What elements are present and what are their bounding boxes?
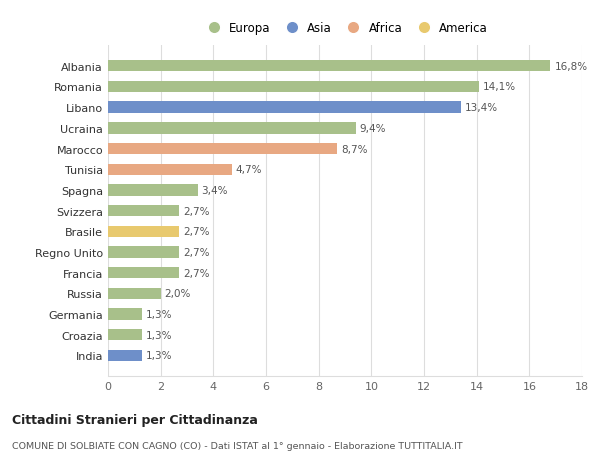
- Bar: [108, 144, 337, 155]
- Bar: [108, 123, 356, 134]
- Text: 2,7%: 2,7%: [183, 268, 209, 278]
- Text: COMUNE DI SOLBIATE CON CAGNO (CO) - Dati ISTAT al 1° gennaio - Elaborazione TUTT: COMUNE DI SOLBIATE CON CAGNO (CO) - Dati…: [12, 441, 463, 450]
- Bar: [108, 206, 179, 217]
- Bar: [108, 309, 142, 320]
- Bar: [108, 82, 479, 93]
- Text: 9,4%: 9,4%: [359, 123, 386, 134]
- Text: 13,4%: 13,4%: [465, 103, 498, 113]
- Bar: [108, 247, 179, 258]
- Legend: Europa, Asia, Africa, America: Europa, Asia, Africa, America: [199, 19, 491, 39]
- Text: 2,0%: 2,0%: [164, 289, 191, 299]
- Bar: [108, 102, 461, 113]
- Bar: [108, 350, 142, 361]
- Text: 1,3%: 1,3%: [146, 351, 173, 361]
- Bar: [108, 226, 179, 237]
- Text: 1,3%: 1,3%: [146, 309, 173, 319]
- Text: 2,7%: 2,7%: [183, 247, 209, 257]
- Text: 3,4%: 3,4%: [202, 185, 228, 196]
- Text: 14,1%: 14,1%: [483, 82, 517, 92]
- Text: 4,7%: 4,7%: [236, 165, 262, 175]
- Text: 1,3%: 1,3%: [146, 330, 173, 340]
- Bar: [108, 185, 197, 196]
- Bar: [108, 330, 142, 341]
- Bar: [108, 61, 550, 72]
- Text: 2,7%: 2,7%: [183, 206, 209, 216]
- Bar: [108, 268, 179, 279]
- Text: 8,7%: 8,7%: [341, 144, 368, 154]
- Text: Cittadini Stranieri per Cittadinanza: Cittadini Stranieri per Cittadinanza: [12, 413, 258, 426]
- Text: 2,7%: 2,7%: [183, 227, 209, 237]
- Text: 16,8%: 16,8%: [554, 62, 587, 72]
- Bar: [108, 288, 161, 299]
- Bar: [108, 164, 232, 175]
